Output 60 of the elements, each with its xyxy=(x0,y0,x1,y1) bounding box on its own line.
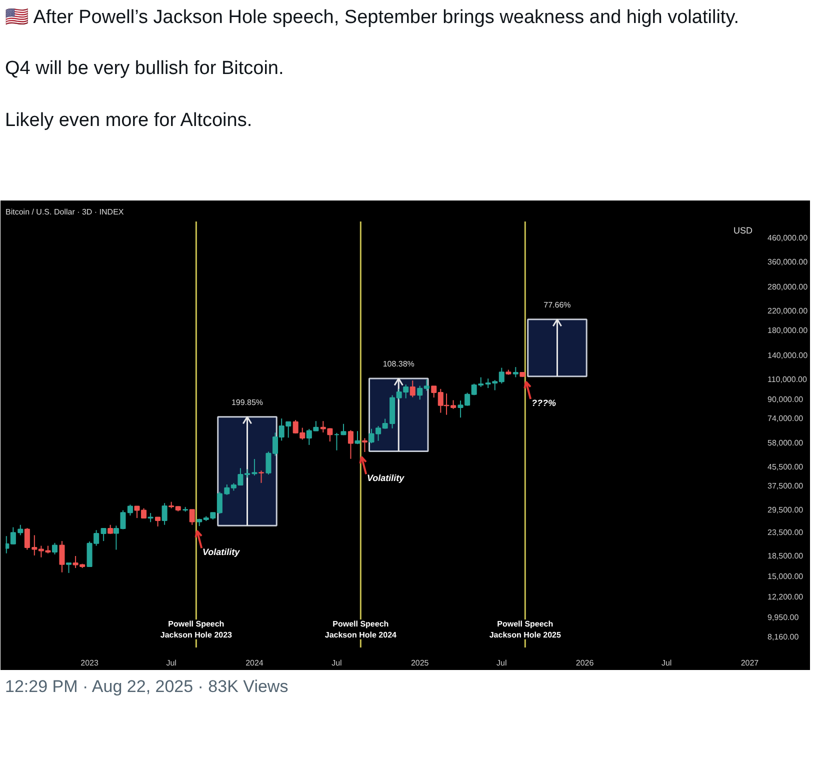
candlestick xyxy=(108,524,114,534)
y-tick-label: 180,000.00 xyxy=(768,326,808,336)
annotation: ???% xyxy=(531,398,556,408)
ref-line-label: Powell Speech Jackson Hole 2025 xyxy=(489,620,562,640)
y-tick-label: 29,500.00 xyxy=(768,505,804,514)
y-tick-label: 58,000.00 xyxy=(768,438,804,448)
candlestick xyxy=(258,470,264,484)
candlestick xyxy=(148,512,154,523)
candlestick xyxy=(354,430,360,445)
annotation: Volatility xyxy=(202,547,241,558)
x-tick-label: 2024 xyxy=(246,658,264,668)
x-tick-label: 2027 xyxy=(740,658,760,668)
series-label: 108.38% xyxy=(382,360,414,369)
x-tick-label: 2023 xyxy=(80,658,99,668)
candlestick xyxy=(252,458,258,476)
series-label: 77.66% xyxy=(544,300,571,310)
x-tick-label: 2025 xyxy=(410,658,430,668)
x-tick-label: Jul xyxy=(496,658,507,668)
x-tick-label: 2026 xyxy=(576,658,594,668)
candlestick xyxy=(24,528,30,550)
x-tick-label: Jul xyxy=(166,658,177,668)
ref-line-label: Powell Speech Jackson Hole 2024 xyxy=(324,620,398,640)
y-tick-label: 45,500.00 xyxy=(768,462,804,472)
candlestick xyxy=(52,542,58,555)
candlestick xyxy=(127,504,133,516)
candlestick xyxy=(410,380,416,398)
y-tick-label: 12,200.00 xyxy=(768,592,804,602)
y-tick-label: 460,000.00 xyxy=(768,233,808,242)
x-tick-label: Jul xyxy=(661,658,672,668)
candlestick xyxy=(66,562,72,574)
candlestick xyxy=(162,502,168,526)
candlestick xyxy=(100,528,106,542)
y-tick-label: 37,500.00 xyxy=(768,482,804,491)
y-tick-label: 15,000.00 xyxy=(768,572,804,582)
y-tick-label: 23,500.00 xyxy=(768,528,804,537)
chart-title: Bitcoin / U.S. Dollar · 3D · INDEX xyxy=(6,208,124,216)
y-tick-label: 110,000.00 xyxy=(768,374,808,384)
y-tick-label: 280,000.00 xyxy=(768,282,808,292)
candlestick xyxy=(18,524,24,536)
candlestick xyxy=(362,438,368,453)
bar xyxy=(527,318,588,378)
series-label: 199.85% xyxy=(231,398,264,407)
y-tick-label: 74,000.00 xyxy=(768,414,804,424)
y-axis-title: USD xyxy=(734,226,753,236)
candlestick xyxy=(348,430,354,460)
text: 🇺🇸 After Powell’s Jackson Hole speech, September brings weakness and high volatility. Q4 will be very bullish for Bitcoin. Likely even more for Altcoins. xyxy=(5,7,740,131)
y-tick-label: 90,000.00 xyxy=(768,394,804,404)
annotation: Volatility xyxy=(366,472,406,483)
y-tick-label: 18,500.00 xyxy=(768,551,804,560)
y-tick-label: 220,000.00 xyxy=(768,306,808,316)
candlestick xyxy=(189,509,195,526)
y-tick-label: 140,000.00 xyxy=(768,351,808,360)
y-tick-label: 9,950.00 xyxy=(768,612,800,622)
y-tick-label: 360,000.00 xyxy=(768,258,808,267)
ref-line-label: Powell Speech Jackson Hole 2023 xyxy=(160,620,233,640)
x-tick-label: Jul xyxy=(332,658,342,668)
candlestick xyxy=(59,540,65,573)
y-tick-label: 8,160.00 xyxy=(768,632,800,642)
candlestick xyxy=(512,366,518,378)
text: 12:29 PM · Aug 22, 2025 · 83K Views xyxy=(5,676,288,698)
